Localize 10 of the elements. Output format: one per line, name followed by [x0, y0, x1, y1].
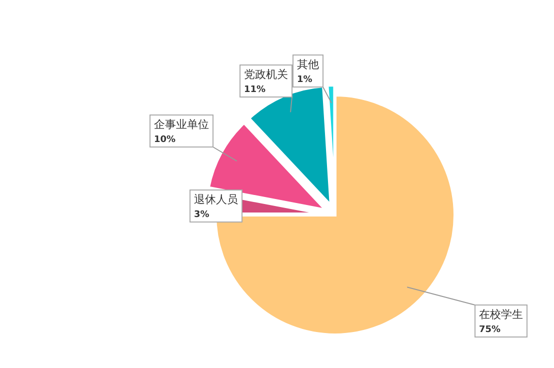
data-label: 10%	[154, 135, 176, 145]
data-label: 3%	[194, 210, 210, 220]
slice-label: 退休人员	[194, 193, 238, 206]
slice-label: 其他	[297, 58, 319, 71]
data-label: 11%	[244, 85, 266, 95]
slice-label: 在校学生	[479, 308, 523, 321]
slice-label: 企事业单位	[154, 118, 209, 131]
slice-label: 党政机关	[244, 68, 288, 81]
data-label: 1%	[297, 75, 312, 85]
data-label: 75%	[479, 325, 501, 335]
